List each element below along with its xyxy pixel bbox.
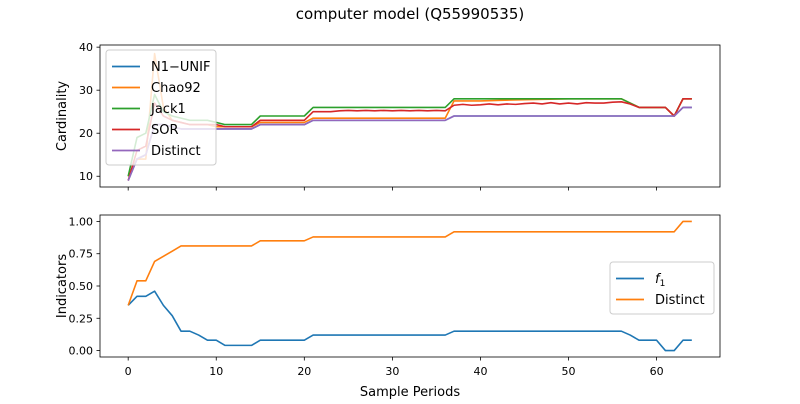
x-tick-label: 10: [209, 365, 223, 378]
y-tick-label: 20: [79, 127, 93, 140]
indicators-panel: 0 10 20 30 40 50 60 0.00 0.25 0.50 0.75 1.00 Indicat…: [55, 214, 721, 378]
legend-label-n1-unif: N1−UNIF: [151, 60, 210, 75]
x-axis-label: Sample Periods: [360, 385, 460, 400]
x-tick-label: 60: [650, 365, 664, 378]
series-line-sor: [127, 97, 692, 181]
x-tick-label: 50: [562, 365, 576, 378]
legend-label-jack1: Jack1: [150, 102, 186, 117]
cardinality-panel: 10 20 30 40 Cardinality N1−UNIF Chao92 Jack1 SOR…: [55, 41, 721, 191]
legend: N1−UNIF Chao92 Jack1 SOR Distinct: [105, 49, 217, 166]
y-tick-label: 10: [79, 170, 93, 183]
legend-label-chao92: Chao92: [151, 81, 201, 96]
y-axis-label: Indicators: [55, 254, 70, 318]
y-tick-label: 0.50: [69, 280, 94, 293]
x-tick-label: 40: [473, 365, 487, 378]
legend: f1 Distinct: [609, 261, 715, 315]
y-tick-label: 0.25: [69, 312, 94, 325]
series-line-distinct: [127, 220, 692, 306]
y-tick-label: 40: [79, 41, 93, 54]
legend-label-f1: f1: [655, 272, 665, 289]
legend-box: [609, 261, 715, 315]
x-tick-label: 20: [297, 365, 311, 378]
y-tick-label: 1.00: [69, 215, 94, 228]
y-tick-label: 0.75: [69, 248, 94, 261]
x-tick-label: 0: [125, 365, 132, 378]
legend-box: [105, 49, 217, 166]
chart-title: computer model (Q55990535): [296, 5, 524, 23]
x-tick-label: 30: [385, 365, 399, 378]
y-tick-label: 0.00: [69, 345, 94, 358]
legend-label-sor: SOR: [151, 123, 179, 138]
legend-label-distinct: Distinct: [151, 144, 201, 159]
series-line-f1: [127, 290, 692, 352]
legend-label-distinct: Distinct: [655, 293, 705, 308]
y-tick-label: 30: [79, 84, 93, 97]
y-axis-label: Cardinality: [55, 81, 70, 152]
